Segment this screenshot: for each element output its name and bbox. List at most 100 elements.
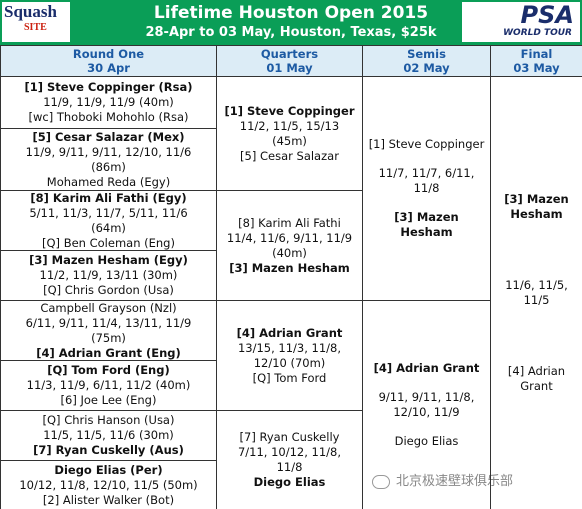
round-title: Semis <box>407 47 446 61</box>
match-line: Diego Elias (Per) <box>54 462 163 477</box>
match-line: 9/11, 9/11, 11/8, <box>378 390 475 404</box>
match-line: [5] Cesar Salazar (Mex) <box>32 129 185 144</box>
match-block: 11/7, 11/7, 6/11, 11/8 <box>379 166 475 196</box>
match-cell: Diego Elias (Per) 10/12, 11/8, 12/10, 11/… <box>0 460 217 509</box>
match-line: (64m) <box>91 220 126 235</box>
match-line: 5/11, 11/3, 11/7, 5/11, 11/6 <box>29 205 188 220</box>
match-block: [5] Cesar Salazar (Mex) <box>32 130 184 145</box>
match-block: [1] Steve Coppinger <box>224 104 354 119</box>
match-line: [7] Ryan Cuskelly (Aus) <box>33 443 184 457</box>
match-line: 6/11, 9/11, 11/4, 13/11, 11/9 <box>25 315 192 330</box>
watermark: 北京极速壁球俱乐部 <box>372 470 513 489</box>
match-block: 11/2, 11/9, 13/11 (30m) [Q] Chris Gordon … <box>40 268 178 298</box>
match-cell: [8] Karim Ali Fathi 11/4, 11/6, 9/11, 11/… <box>216 190 363 301</box>
match-block: [Q] Tom Ford (Eng) <box>47 363 169 378</box>
match-cell: [1] Steve Coppinger 11/7, 11/7, 6/11, 11/8… <box>362 76 491 301</box>
match-line: 13/15, 11/3, 11/8, <box>237 340 342 355</box>
left-logo: Squash SITE <box>2 2 70 42</box>
match-line: 11/5 <box>523 293 550 307</box>
match-line: Hesham <box>400 225 453 239</box>
match-block: 11/6, 11/5, 11/5 <box>505 278 568 308</box>
match-line: Grant <box>520 379 553 393</box>
match-line: 11/6, 11/5, <box>505 278 568 292</box>
watermark-text: 北京极速壁球俱乐部 <box>396 474 514 489</box>
match-block: 9/11, 9/11, 11/8, 12/10, 11/9 <box>379 390 475 420</box>
round-date: 03 May <box>513 61 560 75</box>
match-line: [Q] Tom Ford <box>252 370 327 385</box>
match-line: Campbell Grayson (Nzl) <box>40 300 177 315</box>
match-block: [4] Adrian Grant (Eng) <box>36 346 181 361</box>
round-title: Quarters <box>260 47 319 61</box>
match-block: 11/9, 9/11, 9/11, 12/10, 11/6 (86m) Mohame… <box>26 145 192 190</box>
match-line: [4] Adrian <box>507 364 566 378</box>
match-line: [6] Joe Lee (Eng) <box>60 393 157 407</box>
match-line: [1] Steve Coppinger <box>224 103 355 118</box>
match-line: [5] Cesar Salazar <box>240 148 339 163</box>
match-block: [7] Ryan Cuskelly 7/11, 10/12, 11/8, 11/8 <box>238 430 341 475</box>
match-block: [1] Steve Coppinger (Rsa) <box>24 80 192 95</box>
match-line: [4] Adrian Grant <box>373 361 480 375</box>
round-date: 01 May <box>266 61 313 75</box>
match-line: [2] Alister Walker (Bot) <box>42 492 175 507</box>
match-line: [Q] Ben Coleman (Eng) <box>42 235 175 250</box>
match-line: 11/8 <box>413 181 440 195</box>
match-line: 11/3, 11/9, 6/11, 11/2 (40m) <box>26 378 191 392</box>
column-header: Semis 02 May <box>362 45 491 77</box>
match-line: 11/9, 9/11, 9/11, 12/10, 11/6 <box>25 144 192 159</box>
match-cell: [7] Ryan Cuskelly 7/11, 10/12, 11/8, 11/8 D… <box>216 410 363 509</box>
match-line: [1] Steve Coppinger (Rsa) <box>24 80 193 94</box>
match-line: Mohamed Reda (Egy) <box>46 174 171 189</box>
match-line: [wc] Thoboki Mohohlo (Rsa) <box>28 110 189 124</box>
match-block: [7] Ryan Cuskelly (Aus) <box>33 443 184 458</box>
match-line: [Q] Chris Gordon (Usa) <box>43 283 174 297</box>
match-line: 10/12, 11/8, 12/10, 11/5 (50m) <box>19 477 198 492</box>
match-block: 11/2, 11/5, 15/13 (45m) [5] Cesar Salazar <box>240 119 339 164</box>
match-line: (75m) <box>91 330 126 345</box>
match-line: [8] Karim Ali Fathi (Egy) <box>30 190 187 205</box>
match-block: [8] Karim Ali Fathi (Egy) <box>30 191 186 206</box>
match-line: 11/4, 11/6, 9/11, 11/9 <box>226 230 353 245</box>
match-cell: [5] Cesar Salazar (Mex) 11/9, 9/11, 9/11,… <box>0 128 217 191</box>
match-block: [3] Mazen Hesham <box>394 210 458 240</box>
match-line: Hesham <box>510 207 563 221</box>
match-line: [3] Mazen Hesham (Egy) <box>29 253 188 267</box>
match-line: 12/10, 11/9 <box>393 405 460 419</box>
match-line: 11/7, 11/7, 6/11, <box>378 166 475 180</box>
match-cell: [Q] Chris Hanson (Usa) 11/5, 11/5, 11/6 (… <box>0 410 217 461</box>
logo-text: SITE <box>24 22 47 33</box>
match-line: Diego Elias <box>394 434 459 448</box>
match-cell: [4] Adrian Grant 9/11, 9/11, 11/8, 12/10, … <box>362 300 491 509</box>
match-line: [1] Steve Coppinger <box>368 137 485 151</box>
match-block: [1] Steve Coppinger <box>369 137 485 152</box>
match-block: [3] Mazen Hesham (Egy) <box>29 253 188 268</box>
match-block: [4] Adrian Grant <box>237 326 343 341</box>
round-date: 30 Apr <box>87 61 130 75</box>
match-cell: [3] Mazen Hesham 11/6, 11/5, 11/5 [4] Adrian… <box>490 76 582 509</box>
match-line: [3] Mazen Hesham <box>229 260 350 275</box>
match-block: [3] Mazen Hesham <box>229 261 350 276</box>
logo-text: PSA <box>520 1 574 29</box>
match-line: [7] Ryan Cuskelly <box>239 430 340 444</box>
round-date: 02 May <box>403 61 450 75</box>
match-line: [3] Mazen <box>394 210 459 224</box>
logo-text: WORLD TOUR <box>503 28 572 38</box>
match-block: [4] Adrian Grant <box>374 361 480 376</box>
match-block: Diego Elias <box>254 475 326 490</box>
match-cell: [1] Steve Coppinger 11/2, 11/5, 15/13 (45m… <box>216 76 363 191</box>
match-block: [3] Mazen Hesham <box>504 192 568 222</box>
match-cell: [8] Karim Ali Fathi (Egy) 5/11, 11/3, 11/… <box>0 190 217 251</box>
match-line: 7/11, 10/12, 11/8, <box>237 445 342 459</box>
column-header: Round One 30 Apr <box>0 45 217 77</box>
right-logo: PSA WORLD TOUR <box>462 2 580 42</box>
match-block: [4] Adrian Grant <box>508 364 565 394</box>
match-block: 10/12, 11/8, 12/10, 11/5 (50m) [2] Aliste… <box>19 478 197 508</box>
match-line: 11/2, 11/5, 15/13 <box>239 118 340 133</box>
match-cell: Campbell Grayson (Nzl) 6/11, 9/11, 11/4, … <box>0 300 217 361</box>
match-line: (40m) <box>272 245 307 260</box>
match-line: [4] Adrian Grant <box>236 325 343 340</box>
match-cell: [1] Steve Coppinger (Rsa) 11/9, 11/9, 11/… <box>0 76 217 129</box>
match-cell: [3] Mazen Hesham (Egy) 11/2, 11/9, 13/11 … <box>0 250 217 301</box>
match-line: [8] Karim Ali Fathi <box>238 215 341 230</box>
match-block: Campbell Grayson (Nzl) 6/11, 9/11, 11/4, … <box>26 301 192 346</box>
